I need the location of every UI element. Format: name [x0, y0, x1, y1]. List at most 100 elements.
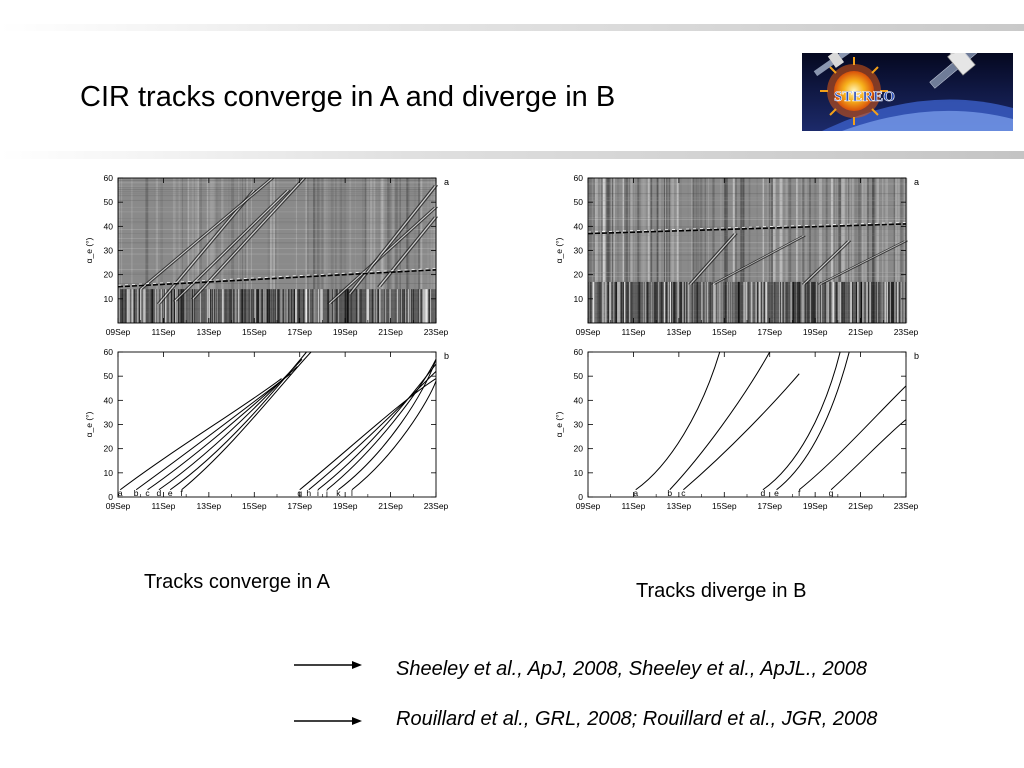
heatmap-streak [629, 178, 631, 323]
noise-streak [278, 289, 280, 323]
noise-streak [832, 281, 835, 323]
noise-streak [191, 289, 193, 323]
noise-streak [250, 289, 252, 323]
heatmap-streak [588, 247, 906, 249]
heatmap-streak [220, 178, 224, 323]
panel-label: a [444, 177, 449, 187]
heatmap-streak [600, 178, 603, 323]
noise-streak [774, 281, 776, 323]
heatmap-streak [588, 272, 906, 273]
heatmap-streak [192, 178, 194, 323]
noise-streak [786, 281, 788, 323]
noise-streak [819, 281, 822, 323]
heatmap-streak [692, 178, 696, 323]
noise-streak [367, 289, 369, 323]
heatmap-streak [665, 178, 667, 323]
noise-streak [276, 289, 279, 323]
heatmap-streak [198, 178, 199, 323]
heatmap-streak [762, 178, 765, 323]
noise-streak [251, 289, 254, 323]
noise-streak [719, 281, 721, 323]
noise-streak [782, 281, 785, 323]
x-tick-label: 17Sep [757, 501, 782, 511]
heatmap-streak [370, 178, 372, 323]
track-line [776, 351, 850, 491]
noise-streak [206, 289, 208, 323]
heatmap-streak [649, 178, 650, 323]
noise-streak [689, 281, 691, 323]
track-ridge [160, 189, 257, 305]
noise-streak [181, 289, 183, 323]
heatmap-streak [687, 178, 689, 323]
noise-streak [866, 281, 869, 323]
noise-streak [401, 289, 404, 323]
noise-streak [424, 289, 426, 323]
heatmap-streak [848, 178, 850, 323]
heatmap-streak [118, 239, 436, 241]
x-tick-label: 15Sep [712, 327, 737, 337]
heatmap-streak [242, 178, 243, 323]
noise-streak [896, 281, 898, 323]
noise-streak [738, 281, 740, 323]
noise-streak [898, 281, 900, 323]
heatmap-streak [634, 178, 636, 323]
noise-streak [682, 281, 684, 323]
track-line [181, 351, 312, 491]
noise-streak [609, 281, 611, 323]
noise-streak [661, 281, 663, 323]
noise-streak [429, 289, 430, 323]
track-ridge [378, 216, 437, 288]
heatmap-streak [588, 197, 906, 199]
y-tick-label: 30 [104, 420, 114, 430]
heatmap-streak [216, 178, 220, 323]
heatmap-streak [725, 178, 728, 323]
noise-streak [321, 289, 323, 323]
noise-streak [251, 289, 253, 323]
x-tick-label: 13Sep [197, 327, 222, 337]
heatmap-streak [611, 178, 613, 323]
noise-streak [668, 281, 669, 323]
noise-streak [173, 289, 175, 323]
heatmap-streak [155, 178, 158, 323]
track-ridge [712, 235, 805, 285]
noise-streak [405, 289, 407, 323]
noise-streak [284, 289, 286, 323]
heatmap-streak [849, 178, 852, 323]
heatmap-streak [118, 182, 436, 184]
noise-streak [180, 289, 182, 323]
noise-streak [403, 289, 405, 323]
heatmap-streak [321, 178, 324, 323]
noise-streak [706, 281, 709, 323]
noise-streak [851, 281, 853, 323]
noise-streak [154, 289, 157, 323]
heatmap-streak [118, 229, 436, 231]
x-tick-label: 09Sep [106, 501, 131, 511]
heatmap-streak [195, 178, 198, 323]
noise-streak [408, 289, 410, 323]
track-ridge [190, 177, 304, 300]
y-tick-label: 40 [574, 395, 584, 405]
noise-streak [759, 281, 761, 323]
noise-streak [627, 281, 629, 323]
heatmap-streak [882, 178, 884, 323]
noise-streak [638, 281, 640, 323]
x-tick-label: 21Sep [848, 501, 873, 511]
title-divider [0, 151, 1024, 159]
noise-streak [656, 281, 658, 323]
stereo-logo-graphic: STEREO [802, 53, 1013, 131]
heatmap-streak [595, 178, 598, 323]
heatmap-streak [740, 178, 742, 323]
heatmap-streak [118, 195, 436, 197]
noise-streak [212, 289, 214, 323]
noise-streak [617, 281, 619, 323]
noise-streak [421, 289, 423, 323]
noise-streak [858, 281, 860, 323]
noise-streak [125, 289, 128, 323]
heatmap-streak [276, 178, 279, 323]
heatmap-streak [862, 178, 864, 323]
heatmap-streak [667, 178, 671, 323]
heatmap-streak [219, 178, 221, 323]
track-line [635, 351, 721, 491]
noise-streak [807, 281, 809, 323]
noise-streak [884, 281, 886, 323]
